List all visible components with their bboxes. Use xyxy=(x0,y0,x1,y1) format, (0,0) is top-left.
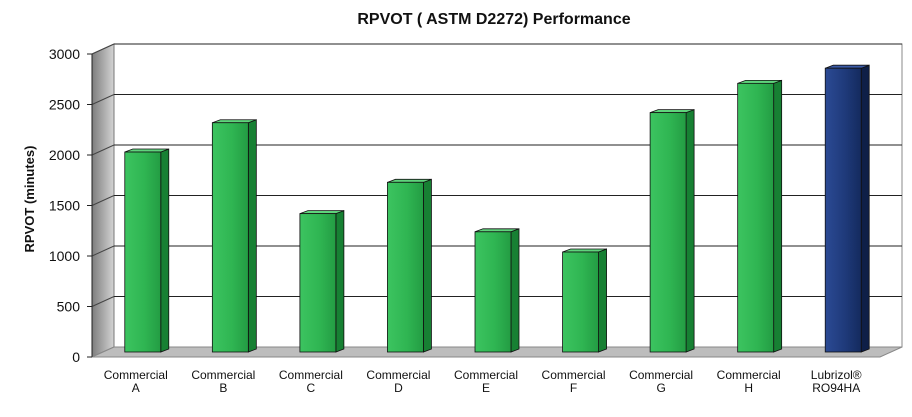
bars xyxy=(124,64,870,353)
bar-side xyxy=(423,178,432,353)
bar-front xyxy=(824,67,862,353)
bar-top xyxy=(212,119,257,124)
bar-side xyxy=(335,210,345,353)
bar-side xyxy=(685,109,695,353)
bar xyxy=(562,248,607,353)
bar-side xyxy=(510,228,520,353)
bar xyxy=(299,210,345,353)
bar xyxy=(124,148,170,353)
bar-front xyxy=(299,213,337,353)
bar xyxy=(737,79,783,353)
bar-front xyxy=(211,122,249,353)
x-axis-ticks: Commercial A Commercial B Commercial C Commerc… xyxy=(104,368,862,395)
x-tick-label: Commercial D xyxy=(366,368,430,395)
bar xyxy=(474,228,520,353)
x-tick-label: Commercial E xyxy=(454,368,518,395)
y-tick-label: 500 xyxy=(57,299,81,315)
x-tick-label: Commercial C xyxy=(279,368,343,395)
bar-front xyxy=(649,112,687,353)
gridline-side xyxy=(91,94,115,105)
x-tick-label: Commercial G xyxy=(629,368,693,395)
bar-top xyxy=(649,109,695,114)
gridline-side xyxy=(91,296,115,307)
bar xyxy=(211,119,257,353)
x-tick-label: Commercial H xyxy=(717,368,781,395)
bar-side xyxy=(773,79,783,353)
y-tick-label: 0 xyxy=(72,349,80,365)
bar-front xyxy=(474,231,512,353)
bar-side xyxy=(160,148,170,353)
x-tick-label: Commercial B xyxy=(191,368,255,395)
bar-top xyxy=(299,210,345,215)
bar-front xyxy=(737,82,775,353)
y-tick-label: 3000 xyxy=(49,46,80,62)
gridline-side xyxy=(91,43,115,55)
bar-top xyxy=(474,228,520,233)
x-tick-label: Commercial A xyxy=(104,368,168,395)
bar-top xyxy=(562,248,607,253)
bar-side xyxy=(860,64,870,353)
gridline-side xyxy=(91,144,115,156)
chart-title: RPVOT ( ASTM D2272) Performance xyxy=(357,11,630,28)
bar-top xyxy=(825,64,870,69)
bar xyxy=(387,178,432,353)
gridline-side xyxy=(91,245,115,257)
gridline-side xyxy=(91,195,115,206)
bar-front xyxy=(387,181,424,353)
bar-front xyxy=(124,151,162,353)
y-axis-ticks: 0 500 1000 1500 2000 2500 3000 xyxy=(49,46,93,365)
bar-top xyxy=(124,148,169,153)
y-axis-label: RPVOT (minutes) xyxy=(22,146,37,253)
y-tick-label: 2000 xyxy=(49,147,80,163)
y-tick-label: 2500 xyxy=(49,97,80,113)
bar-side xyxy=(598,248,607,353)
y-tick-label: 1500 xyxy=(49,198,80,214)
x-tick-label: Commercial F xyxy=(542,368,606,395)
bar xyxy=(649,109,695,353)
bar-top xyxy=(737,79,782,84)
x-tick-label: Lubrizol® RO94HA xyxy=(811,368,862,395)
y-tick-label: 1000 xyxy=(49,248,80,264)
bar-top xyxy=(387,178,432,183)
bar xyxy=(824,64,870,353)
bar-front xyxy=(562,251,599,353)
bar-side xyxy=(247,119,257,353)
